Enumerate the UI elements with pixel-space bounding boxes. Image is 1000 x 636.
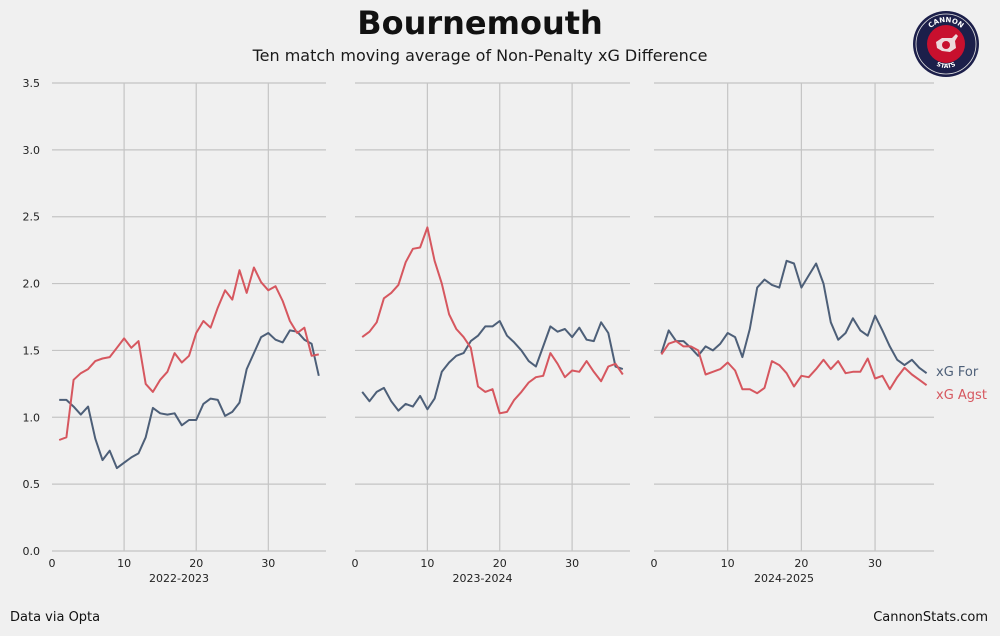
site-credit: CannonStats.com — [873, 610, 988, 625]
x-tick-label: 30 — [868, 557, 882, 570]
x-tick-label: 10 — [420, 557, 434, 570]
x-tick-label: 30 — [565, 557, 579, 570]
x-tick-label: 10 — [117, 557, 131, 570]
season-label: 2023-2024 — [453, 572, 513, 585]
svg-text:STATS: STATS — [935, 61, 956, 70]
data-source-note: Data via Opta — [10, 610, 101, 625]
legend-xg-for: xG For — [936, 365, 979, 380]
xg-agst-line — [660, 340, 928, 395]
y-tick-label: 3.0 — [23, 144, 41, 157]
x-tick-label: 0 — [49, 557, 56, 570]
logo-bottom-text: STATS — [935, 61, 956, 70]
season-label: 2024-2025 — [754, 572, 814, 585]
legend-xg-agst: xG Agst — [936, 388, 987, 403]
chart-title: Bournemouth — [357, 4, 603, 42]
xg-for-line — [361, 320, 624, 412]
x-tick-label: 20 — [794, 557, 808, 570]
y-tick-label: 2.5 — [23, 211, 41, 224]
y-tick-label: 2.0 — [23, 278, 41, 291]
cannon-stats-logo: CANNON STATS — [913, 11, 979, 77]
x-tick-label: 20 — [189, 557, 203, 570]
x-tick-label: 30 — [261, 557, 275, 570]
xg-agst-line — [361, 226, 624, 415]
x-tick-label: 0 — [352, 557, 359, 570]
x-tick-label: 0 — [651, 557, 658, 570]
y-tick-label: 1.0 — [23, 411, 41, 424]
xg-for-line — [59, 329, 320, 470]
y-tick-label: 0.5 — [23, 478, 41, 491]
y-tick-label: 1.5 — [23, 344, 41, 357]
season-label: 2022-2023 — [149, 572, 209, 585]
xg-for-line — [660, 259, 928, 375]
y-tick-label: 3.5 — [23, 77, 41, 90]
y-tick-label: 0.0 — [23, 545, 41, 558]
x-tick-label: 10 — [721, 557, 735, 570]
x-tick-label: 20 — [493, 557, 507, 570]
chart-subtitle: Ten match moving average of Non-Penalty … — [252, 46, 708, 65]
xg-agst-line — [58, 266, 319, 441]
